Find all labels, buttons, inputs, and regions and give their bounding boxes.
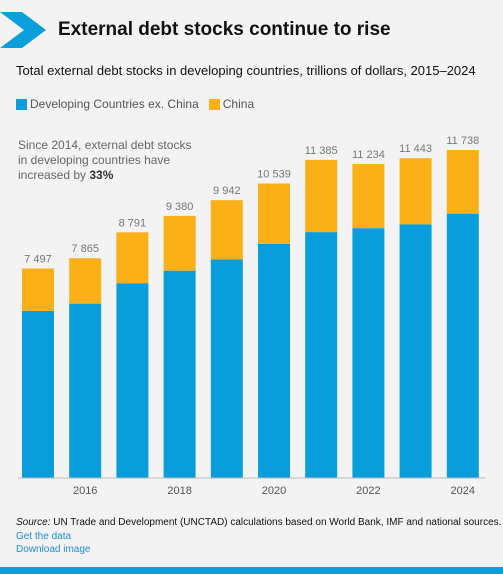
total-label-2019: 9 942 bbox=[213, 185, 241, 197]
chart-subtitle: Total external debt stocks in developing… bbox=[16, 63, 476, 78]
stacked-bar-chart: 7 497 7 865 8 791 9 380 9 942 10 539 11 385 11 … bbox=[18, 135, 486, 497]
bottom-accent-bar bbox=[0, 567, 503, 574]
total-label-2023: 11 443 bbox=[399, 143, 432, 155]
bar-china-2019 bbox=[210, 200, 243, 260]
annotation-highlight: 33% bbox=[89, 168, 114, 182]
x-tick-label-2024: 2024 bbox=[451, 485, 475, 497]
bar-developing-2019 bbox=[210, 259, 243, 478]
footer: Source: UN Trade and Development (UNCTAD… bbox=[16, 516, 501, 557]
total-label-2018: 9 380 bbox=[166, 201, 194, 213]
bar-developing-2022 bbox=[352, 228, 385, 478]
bar-developing-2016 bbox=[69, 303, 102, 478]
legend-label-china: China bbox=[222, 97, 255, 111]
legend-swatch-china bbox=[208, 98, 220, 110]
x-tick-label-2022: 2022 bbox=[356, 485, 380, 497]
source-text: UN Trade and Development (UNCTAD) calcul… bbox=[50, 517, 502, 528]
bar-china-2022 bbox=[352, 164, 385, 229]
get-data-link[interactable]: Get the data bbox=[16, 530, 72, 542]
bar-china-2016 bbox=[69, 258, 102, 304]
source-note: Source: UN Trade and Development (UNCTAD… bbox=[16, 516, 501, 530]
download-image-link[interactable]: Download image bbox=[16, 544, 91, 555]
total-label-2024: 11 738 bbox=[446, 135, 479, 147]
x-tick-label-2020: 2020 bbox=[262, 485, 286, 497]
bar-developing-2023 bbox=[399, 224, 432, 478]
bar-china-2018 bbox=[163, 215, 196, 271]
bar-china-2024 bbox=[446, 150, 479, 214]
annotation-text: Since 2014, external debt stocks in deve… bbox=[18, 138, 192, 182]
x-tick-label-2018: 2018 bbox=[167, 485, 191, 497]
title-row: External debt stocks continue to rise bbox=[0, 12, 503, 48]
legend-swatch-developing bbox=[16, 98, 27, 110]
bar-developing-2018 bbox=[163, 270, 196, 478]
legend-item-china: China bbox=[208, 97, 255, 111]
total-label-2020: 10 539 bbox=[257, 169, 291, 181]
total-label-2015: 7 497 bbox=[24, 254, 52, 266]
legend-item-developing: Developing Countries ex. China bbox=[16, 97, 199, 111]
legend: Developing Countries ex. China China bbox=[16, 96, 264, 112]
total-label-2021: 11 385 bbox=[305, 145, 338, 157]
bar-developing-2021 bbox=[305, 232, 338, 478]
bar-china-2021 bbox=[305, 159, 338, 233]
bar-china-2017 bbox=[116, 232, 149, 284]
total-label-2016: 7 865 bbox=[71, 243, 99, 255]
chart-title: External debt stocks continue to rise bbox=[58, 19, 391, 40]
bar-developing-2017 bbox=[116, 283, 149, 478]
total-label-2017: 8 791 bbox=[119, 217, 147, 229]
bar-china-2015 bbox=[22, 268, 54, 311]
x-tick-label-2016: 2016 bbox=[73, 485, 97, 497]
bar-china-2020 bbox=[258, 183, 290, 244]
legend-label-developing: Developing Countries ex. China bbox=[30, 97, 199, 111]
bar-developing-2024 bbox=[446, 213, 479, 478]
bar-developing-2020 bbox=[258, 243, 290, 478]
bar-developing-2015 bbox=[22, 310, 54, 478]
chart-annotation: Since 2014, external debt stocks in deve… bbox=[18, 138, 198, 183]
bar-china-2023 bbox=[399, 158, 432, 225]
total-label-2022: 11 234 bbox=[352, 149, 385, 161]
chevron-icon bbox=[0, 12, 46, 48]
source-label: Source: bbox=[16, 517, 51, 528]
